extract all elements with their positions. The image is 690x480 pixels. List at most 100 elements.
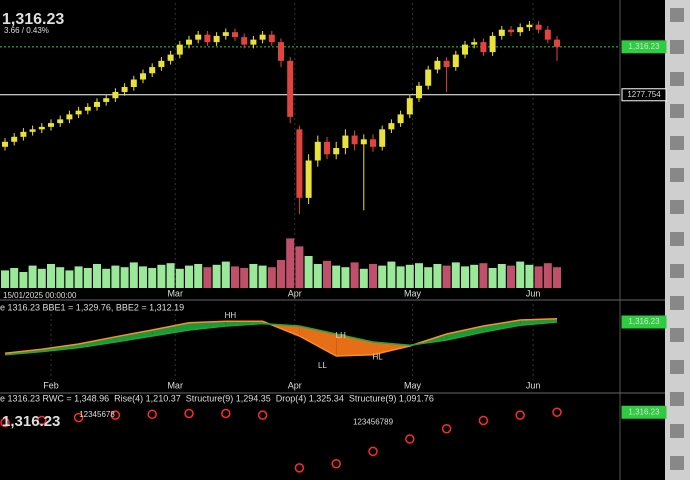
series-marker	[37, 415, 47, 426]
overlay-value: 1,316.23	[2, 413, 60, 430]
series-marker	[478, 415, 489, 426]
candle-body	[130, 79, 137, 87]
series-marker	[221, 408, 231, 419]
tool-icon[interactable]	[670, 136, 684, 150]
volume-bar	[28, 265, 37, 288]
tool-icon[interactable]	[670, 264, 684, 278]
candle-body	[471, 42, 478, 45]
candle-body	[425, 69, 432, 86]
band-fill	[446, 326, 484, 340]
panel-title-part: Structure(9) 1,091.76	[349, 393, 434, 403]
series-marker	[405, 434, 415, 444]
series-marker	[0, 417, 10, 428]
volume-bar	[249, 264, 258, 288]
volume-bar	[47, 264, 55, 288]
volume-bar	[10, 268, 19, 288]
price-tag-label: 1,316.23	[628, 42, 660, 51]
x-tick-label: Mar	[167, 380, 183, 390]
volume-bar	[148, 268, 157, 288]
tool-icon[interactable]	[670, 40, 684, 54]
series-marker	[147, 409, 157, 420]
volume-bar	[534, 266, 543, 288]
x-tick-label: Jun	[526, 288, 541, 298]
candle-body	[222, 32, 229, 36]
volume-bar	[378, 265, 387, 288]
tool-icon[interactable]	[670, 328, 684, 342]
candle-body	[443, 60, 450, 68]
volume-bar	[313, 264, 322, 288]
panel-title: e 1316.23 BBE1 = 1,329.76, BBE2 = 1,312.…	[0, 302, 184, 312]
series-marker	[441, 423, 452, 434]
volume-bar	[1, 270, 9, 288]
tool-icon[interactable]	[670, 424, 684, 438]
series-marker	[331, 459, 341, 469]
series-marker	[368, 446, 378, 457]
volume-bar	[221, 261, 230, 288]
candle-body	[176, 44, 183, 55]
volume-bar	[111, 265, 120, 288]
candle-body	[103, 98, 110, 102]
series-marker	[184, 408, 194, 419]
tool-icon[interactable]	[670, 168, 684, 182]
price-tag-label: 1277.754	[627, 90, 661, 99]
volume-bar	[350, 262, 359, 288]
tool-icon[interactable]	[670, 360, 684, 374]
candle-body	[526, 24, 533, 28]
annotation: LH	[336, 331, 346, 340]
volume-bar	[424, 267, 433, 288]
series-line	[4, 318, 558, 357]
candle-body	[186, 39, 192, 45]
series-marker	[515, 410, 525, 420]
volume-bar	[451, 262, 460, 288]
x-tick-label: Jun	[526, 380, 541, 390]
candle-body	[434, 60, 441, 70]
annotation: HH	[225, 311, 237, 320]
candle-body	[379, 129, 386, 147]
volume-bar	[543, 263, 552, 288]
volume-bar	[405, 264, 414, 288]
candle-body	[278, 42, 284, 61]
series-marker	[294, 463, 305, 473]
price-tag-label: 1,316.23	[628, 407, 660, 416]
volume-bar	[304, 256, 313, 288]
tool-icon[interactable]	[670, 456, 684, 470]
candle-body	[388, 123, 395, 130]
volume-bar	[212, 264, 221, 288]
volume-bar	[332, 265, 341, 288]
tool-icon[interactable]	[670, 104, 684, 118]
volume-bar	[56, 267, 65, 288]
volume-bar	[19, 272, 28, 288]
series-line	[4, 321, 558, 356]
tool-icon[interactable]	[670, 8, 684, 22]
series-marker	[257, 410, 268, 420]
volume-bar	[157, 264, 166, 288]
band-fill	[78, 336, 116, 348]
x-date-label: 15/01/2025 00:00:00	[3, 291, 77, 300]
annotation: 123456789	[353, 418, 394, 427]
candle-body	[268, 34, 275, 43]
tool-icon[interactable]	[670, 72, 684, 86]
band-fill	[152, 322, 189, 336]
tool-icon[interactable]	[670, 232, 684, 246]
candle-body	[149, 67, 156, 74]
candle-body	[480, 42, 487, 53]
candle-body	[94, 101, 100, 107]
candle-body	[20, 131, 27, 137]
candle-body	[360, 139, 367, 145]
candle-body	[508, 29, 514, 33]
candle-body	[48, 123, 54, 127]
tool-icon[interactable]	[670, 200, 684, 214]
candle-body	[57, 119, 64, 124]
candle-body	[314, 141, 321, 161]
volume-bar	[359, 268, 368, 288]
panel-title-part: e 1316.23 RWC = 1,348.96	[0, 393, 109, 403]
tool-icon[interactable]	[670, 296, 684, 310]
candle-body	[370, 139, 376, 147]
volume-bar	[120, 267, 129, 288]
candle-body	[416, 85, 422, 99]
volume-bar	[553, 267, 561, 288]
candle-body	[112, 91, 119, 99]
volume-bar	[102, 268, 111, 288]
tool-icon[interactable]	[670, 392, 684, 406]
